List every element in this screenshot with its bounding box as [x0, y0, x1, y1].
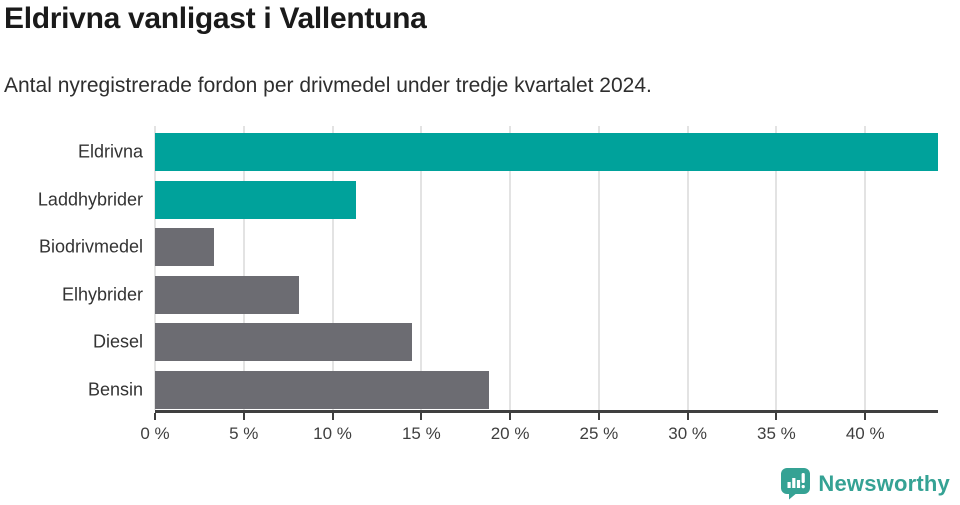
x-tick — [509, 413, 512, 420]
category-label-biodrivmedel: Biodrivmedel — [38, 236, 143, 257]
category-label-elhybrider: Elhybrider — [61, 284, 143, 305]
bar-diesel — [155, 323, 413, 362]
gridline — [242, 126, 245, 410]
category-label-eldrivna: Eldrivna — [77, 141, 143, 162]
x-tick-label: 35 % — [757, 424, 796, 443]
x-tick — [331, 413, 334, 420]
brand-footer: Newsworthy — [780, 467, 950, 500]
gridline — [509, 126, 512, 410]
x-tick-label: 0 % — [140, 424, 170, 443]
x-tick-label: 30 % — [668, 424, 708, 443]
gridline — [420, 126, 423, 410]
x-tick — [864, 413, 867, 420]
x-tick — [775, 413, 778, 420]
bar-bensin — [155, 371, 489, 409]
x-tick-label: 5 % — [229, 424, 259, 443]
newsworthy-logo-icon — [781, 468, 811, 500]
bar-eldrivna — [155, 133, 938, 171]
x-tick-label: 10 % — [313, 424, 352, 443]
gridline — [864, 126, 867, 410]
x-tick — [242, 413, 245, 420]
gridline — [154, 126, 156, 410]
x-tick — [420, 413, 423, 420]
category-label-diesel: Diesel — [92, 331, 143, 352]
x-axis-line — [155, 410, 938, 413]
x-tick-label: 20 % — [490, 424, 530, 443]
gridline — [775, 126, 778, 410]
bar-laddhybrider — [155, 180, 356, 219]
gridline — [686, 126, 689, 410]
bar-biodrivmedel — [155, 228, 214, 267]
x-tick-label: 15 % — [401, 424, 441, 443]
x-tick — [686, 413, 689, 420]
brand-name: Newsworthy — [818, 470, 950, 496]
x-tick — [154, 413, 156, 420]
x-tick-label: 25 % — [579, 424, 619, 443]
chart-title: Eldrivna vanligast i Vallentuna — [4, 2, 427, 35]
gridline — [597, 126, 600, 410]
x-tick — [597, 413, 600, 420]
x-tick-label: 40 % — [845, 424, 885, 443]
category-label-bensin: Bensin — [87, 379, 143, 400]
chart-subtitle: Antal nyregistrerade fordon per drivmede… — [4, 74, 652, 97]
bar-elhybrider — [155, 275, 299, 314]
gridline — [331, 126, 334, 410]
category-label-laddhybrider: Laddhybrider — [37, 189, 143, 210]
